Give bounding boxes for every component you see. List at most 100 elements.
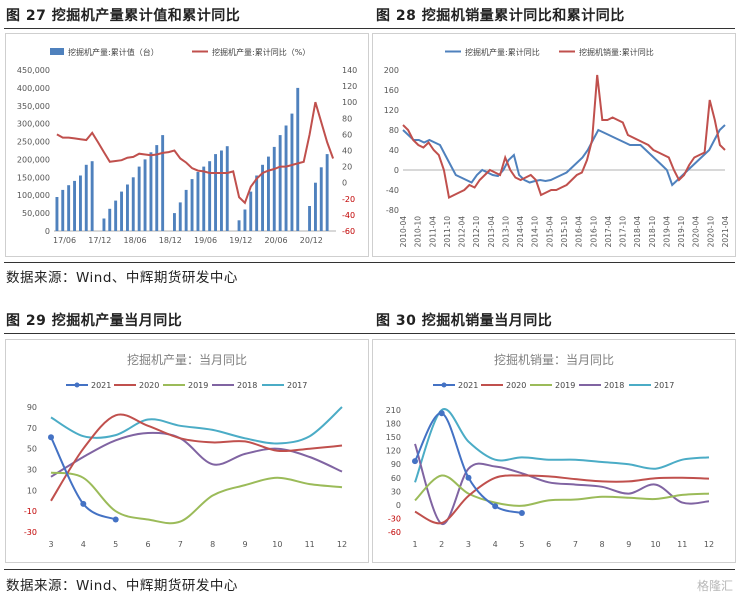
bar <box>190 179 194 231</box>
x-tick-label: 2020-10 <box>706 216 715 248</box>
x-tick-label: 12 <box>704 540 714 549</box>
x-tick-label: 9 <box>626 540 631 549</box>
bar <box>61 189 65 231</box>
left-tick-label: 350,000 <box>17 102 50 111</box>
x-tick-label: 5 <box>519 540 524 549</box>
point-2021 <box>412 458 418 465</box>
legend-label-2017: 2017 <box>654 381 674 390</box>
figure-30-title: 图 30 挖掘机销量当月同比 <box>376 313 553 329</box>
series-line-2018 <box>414 443 710 525</box>
x-tick-label: 6 <box>145 540 150 549</box>
bar <box>261 164 264 231</box>
y-tick-label: -40 <box>386 186 399 195</box>
legend-sales-label: 挖掘机销量:累计同比 <box>579 47 654 57</box>
right-tick-label: -60 <box>342 227 355 236</box>
bar <box>278 135 282 231</box>
bar <box>225 146 229 231</box>
bar <box>79 175 82 231</box>
x-tick-label: 2013-04 <box>487 216 496 248</box>
x-tick-label: 19/06 <box>194 236 217 245</box>
x-tick-label: 20/12 <box>300 236 323 245</box>
y-tick-label: 30 <box>27 466 37 475</box>
chart-29: 挖掘机产量：当月同比 2021 2020 2019 2018 2017 -30 -10 10 30… <box>24 352 347 549</box>
bar <box>308 206 311 231</box>
bar <box>184 189 188 231</box>
sales-yoy-line <box>402 74 726 199</box>
x-tick-label: 2016-10 <box>589 216 598 248</box>
y-tick-label: 50 <box>27 445 37 454</box>
x-tick-label: 2011-10 <box>443 216 452 248</box>
right-tick-label: 80 <box>342 114 352 123</box>
x-tick-label: 4 <box>493 540 498 549</box>
bar <box>120 191 123 231</box>
legend-production-label: 挖掘机产量:累计同比 <box>465 47 540 57</box>
legend-marker-2021 <box>74 382 80 388</box>
cumulative-yoy-line <box>56 101 335 205</box>
left-tick-label: 100,000 <box>17 191 50 200</box>
y-tick-label: -30 <box>24 528 37 537</box>
x-tick-label: 12 <box>337 540 347 549</box>
mid-rule-1 <box>4 262 735 263</box>
x-tick-label: 11 <box>305 540 315 549</box>
x-tick-label: 4 <box>81 540 86 549</box>
right-tick-label: 0 <box>342 179 347 188</box>
bar <box>243 209 247 231</box>
right-tick-label: 140 <box>342 66 357 75</box>
bar <box>114 200 118 231</box>
chart-title: 挖掘机销量：当月同比 <box>494 352 614 367</box>
x-tick-label: 2015-10 <box>560 216 569 248</box>
point-2021 <box>48 434 54 441</box>
y-tick-label: 70 <box>27 424 37 433</box>
y-tick-label: 40 <box>389 146 399 155</box>
x-tick-label: 6 <box>546 540 551 549</box>
point-2021 <box>112 516 119 523</box>
watermark-logo: 格隆汇 <box>696 579 733 593</box>
bar <box>155 145 159 231</box>
left-tick-label: 400,000 <box>17 84 50 93</box>
x-tick-label: 18/12 <box>159 236 182 245</box>
x-tick-label: 2021-04 <box>721 216 730 248</box>
right-tick-label: 40 <box>342 147 352 156</box>
y-tick-label: -60 <box>388 528 401 537</box>
x-tick-label: 2013-10 <box>502 216 511 248</box>
figure-28-title: 图 28 挖掘机销量累计同比和累计同比 <box>376 8 625 24</box>
legend-label-2021: 2021 <box>458 381 478 390</box>
x-tick-label: 2019-04 <box>663 216 672 248</box>
series-line-2019 <box>414 474 710 507</box>
x-tick-label: 2011-04 <box>428 216 437 248</box>
x-tick-label: 2019-10 <box>677 216 686 248</box>
chart-30: 挖掘机销量：当月同比 2021 2020 2019 2018 2017 -60 -30 0 30 6… <box>386 352 714 549</box>
chart-30-panel: 挖掘机销量：当月同比 2021 2020 2019 2018 2017 -60 -30 0 30 6… <box>372 339 736 563</box>
bar <box>249 191 253 231</box>
chart-title: 挖掘机产量：当月同比 <box>127 352 247 367</box>
chart-27: 挖掘机产量:累计值（台） 挖掘机产量:累计同比（%） 0 50,000 100,000 1… <box>17 47 357 245</box>
y-tick-label: 180 <box>386 420 401 429</box>
legend-bar-label: 挖掘机产量:累计值（台） <box>68 47 159 57</box>
legend-label-2021: 2021 <box>91 381 111 390</box>
bar <box>161 135 165 231</box>
bar <box>237 220 241 231</box>
bar <box>84 164 88 231</box>
x-tick-label: 3 <box>466 540 471 549</box>
x-tick-label: 2010-04 <box>399 216 408 248</box>
figure-29-title: 图 29 挖掘机产量当月同比 <box>6 313 183 329</box>
figure-27-title: 图 27 挖掘机产量累计值和累计同比 <box>6 8 241 24</box>
series-line-2018 <box>50 431 343 478</box>
x-tick-label: 7 <box>573 540 578 549</box>
bar <box>314 182 317 231</box>
x-tick-label: 8 <box>600 540 605 549</box>
point-2021 <box>80 500 87 507</box>
point-2021 <box>492 503 499 510</box>
x-tick-label: 2017-04 <box>604 216 613 248</box>
bar <box>73 180 76 231</box>
left-tick-label: 300,000 <box>17 120 50 129</box>
y-tick-label: 150 <box>386 433 401 442</box>
right-tick-label: -40 <box>342 211 355 220</box>
chart-28: 挖掘机产量:累计同比 挖掘机销量:累计同比 -80 -40 0 40 80 120 160 200… <box>384 47 730 248</box>
x-tick-label: 17/12 <box>88 236 111 245</box>
x-tick-label: 1 <box>412 540 417 549</box>
x-tick-label: 2017-10 <box>619 216 628 248</box>
x-tick-label: 2018-10 <box>648 216 657 248</box>
x-tick-label: 2010-10 <box>414 216 423 248</box>
right-tick-label: 120 <box>342 82 357 91</box>
